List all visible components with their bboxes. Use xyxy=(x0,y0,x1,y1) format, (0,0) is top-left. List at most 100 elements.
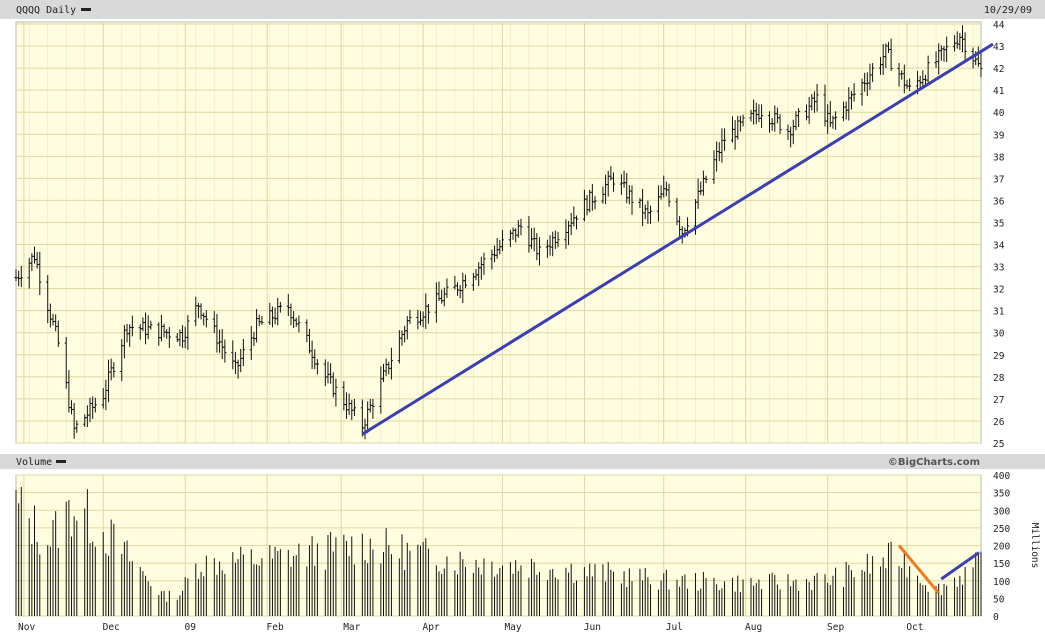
price-y-tick-label: 39 xyxy=(993,130,1005,141)
price-bar xyxy=(741,114,745,127)
price-bar xyxy=(297,315,301,333)
price-bar xyxy=(759,104,764,128)
price-y-tick-label: 30 xyxy=(993,329,1005,340)
x-tick-label: Oct xyxy=(906,622,923,633)
price-bar xyxy=(889,38,893,71)
x-tick-label: Mar xyxy=(343,622,360,633)
price-y-tick-label: 29 xyxy=(993,351,1005,362)
volume-y-tick-label: 350 xyxy=(993,489,1010,500)
price-bar xyxy=(167,327,171,348)
price-bar xyxy=(796,108,801,127)
price-y-tick-label: 33 xyxy=(993,263,1004,274)
price-chart-title: QQQQ Daily xyxy=(16,5,76,16)
volume-y-tick-label: 200 xyxy=(993,542,1010,553)
price-y-tick-label: 34 xyxy=(993,241,1005,252)
volume-bars xyxy=(15,486,982,616)
price-y-tick-label: 37 xyxy=(993,174,1004,185)
volume-y-tick-label: 250 xyxy=(993,524,1010,535)
price-bar xyxy=(722,128,727,151)
price-bar xyxy=(778,114,782,134)
price-y-tick-label: 43 xyxy=(993,42,1004,53)
price-bar xyxy=(112,362,116,378)
price-bar xyxy=(463,274,468,289)
price-bar xyxy=(130,315,134,337)
price-bar xyxy=(593,196,597,210)
volume-y-tick-label: 50 xyxy=(993,594,1005,605)
volume-y-axis: 0 50 100 150 200 250 300 350 400 xyxy=(993,471,1010,623)
x-tick-label: Jun xyxy=(584,622,601,633)
x-tick-label: Apr xyxy=(423,622,440,633)
price-y-tick-label: 31 xyxy=(993,307,1005,318)
volume-y-tick-label: 150 xyxy=(993,559,1010,570)
price-y-tick-label: 35 xyxy=(993,218,1004,229)
price-bar xyxy=(630,185,634,215)
price-bar xyxy=(908,78,912,92)
volume-downtrend-line xyxy=(897,544,940,595)
price-bar xyxy=(352,398,357,417)
price-bar xyxy=(556,231,560,248)
price-bar xyxy=(38,251,42,295)
x-tick-label: 09 xyxy=(185,622,197,633)
price-bar xyxy=(482,252,486,275)
price-bar xyxy=(445,278,449,298)
price-bar xyxy=(19,265,23,288)
price-y-tick-label: 42 xyxy=(993,64,1004,75)
price-bar xyxy=(408,309,412,324)
price-bar xyxy=(389,347,394,380)
price-bar xyxy=(611,172,616,192)
price-bar xyxy=(371,398,375,419)
x-tick-label: May xyxy=(504,622,521,633)
x-tick-label: Aug xyxy=(745,622,762,633)
bigcharts-credit: ©BigCharts.com xyxy=(888,457,980,468)
price-bar xyxy=(833,111,838,130)
price-header-bar xyxy=(0,0,1045,19)
chart-date: 10/29/09 xyxy=(984,5,1032,16)
volume-header-bar xyxy=(0,454,1045,469)
volume-y-tick-label: 300 xyxy=(993,506,1010,517)
price-bar xyxy=(334,378,338,407)
price-y-tick-label: 40 xyxy=(993,108,1005,119)
volume-y-axis-label: Millions xyxy=(1029,523,1040,569)
price-bars xyxy=(14,25,983,440)
x-tick-label: Dec xyxy=(103,622,120,633)
price-bar xyxy=(648,205,653,224)
price-y-tick-label: 32 xyxy=(993,285,1004,296)
price-y-tick-label: 27 xyxy=(993,395,1004,406)
price-bar xyxy=(204,310,208,328)
price-bar xyxy=(426,303,431,324)
price-y-tick-label: 41 xyxy=(993,86,1005,97)
price-bar xyxy=(667,183,671,207)
price-bar xyxy=(278,301,282,313)
price-y-tick-label: 28 xyxy=(993,373,1005,384)
price-y-tick-label: 44 xyxy=(993,20,1005,31)
price-bar xyxy=(871,63,875,83)
volume-y-tick-label: 400 xyxy=(993,471,1010,482)
price-trendline xyxy=(361,42,994,436)
price-y-tick-label: 25 xyxy=(993,439,1004,450)
price-bar xyxy=(574,215,579,230)
price-bar xyxy=(315,359,319,375)
price-bar xyxy=(241,338,245,367)
price-y-axis: 25 26 27 28 29 30 31 32 33 34 35 36 37 38 39 40 41 42 43 44 xyxy=(993,20,1005,450)
x-tick-label: Jul xyxy=(666,622,683,633)
x-tick-label: Nov xyxy=(18,622,35,633)
price-bar xyxy=(926,55,930,85)
volume-y-tick-label: 100 xyxy=(993,577,1010,588)
volume-chart-title: Volume xyxy=(16,457,52,468)
price-bar xyxy=(852,83,856,102)
price-grid xyxy=(16,22,981,444)
price-bar xyxy=(704,175,708,184)
price-bar xyxy=(815,83,819,112)
price-bar xyxy=(979,52,983,78)
price-y-tick-label: 38 xyxy=(993,152,1005,163)
price-y-tick-label: 36 xyxy=(993,196,1005,207)
x-tick-label: Feb xyxy=(267,622,284,633)
price-bar xyxy=(186,315,190,350)
price-bar xyxy=(223,339,227,363)
price-bar xyxy=(500,230,505,252)
x-tick-label: Sep xyxy=(827,622,844,633)
x-axis: Nov Dec 09 Feb Mar Apr May Jun Jul Aug Sep Oct xyxy=(18,622,924,633)
price-bar xyxy=(56,320,60,347)
price-bar xyxy=(149,320,153,330)
